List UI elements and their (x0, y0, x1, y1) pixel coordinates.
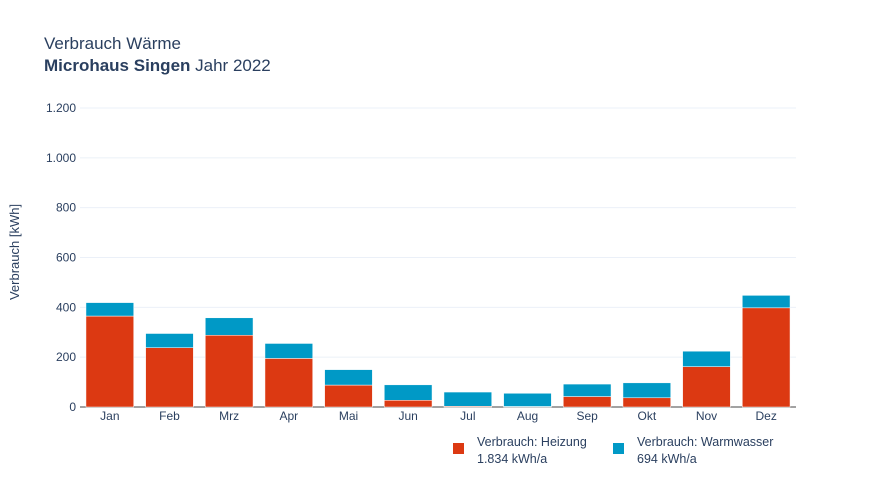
grid-lines (80, 107, 796, 408)
bar-warmwasser-feb[interactable] (145, 333, 194, 348)
x-tick-label: Feb (159, 409, 180, 423)
x-tick-label: Aug (517, 409, 538, 423)
y-tick-label: 600 (56, 251, 76, 265)
legend-swatch (453, 443, 464, 454)
bar-heizung-sep[interactable] (563, 396, 612, 408)
bar-warmwasser-jul[interactable] (443, 391, 492, 407)
y-tick-labels: 0 200 400 600 800 1.000 1.200 (46, 101, 76, 414)
bar-heizung-dez[interactable] (742, 307, 791, 408)
bar-warmwasser-jan[interactable] (85, 302, 134, 317)
chart-title-line2: Microhaus Singen Jahr 2022 (44, 55, 271, 77)
bar-warmwasser-aug[interactable] (503, 393, 552, 407)
bar-warmwasser-jun[interactable] (384, 384, 433, 401)
chart-title: Verbrauch Wärme Microhaus Singen Jahr 20… (44, 33, 271, 77)
x-tick-label: Nov (696, 409, 717, 423)
bar-warmwasser-sep[interactable] (563, 383, 612, 397)
bar-heizung-okt[interactable] (622, 397, 671, 408)
x-tick-label: Apr (279, 409, 298, 423)
legend-label: Verbrauch: Warmwasser (637, 435, 773, 449)
bar-heizung-nov[interactable] (682, 366, 731, 408)
legend-label: Verbrauch: Heizung (477, 435, 587, 449)
legend-sublabel: 1.834 kWh/a (477, 452, 547, 466)
bar-heizung-apr[interactable] (264, 358, 313, 408)
x-tick-label: Sep (576, 409, 598, 423)
y-tick-label: 1.200 (46, 101, 76, 115)
bar-warmwasser-mrz[interactable] (205, 317, 254, 336)
bar-heizung-mai[interactable] (324, 384, 373, 408)
x-tick-label: Jul (460, 409, 475, 423)
x-tick-label: Jun (398, 409, 417, 423)
bar-heizung-jan[interactable] (85, 315, 134, 408)
bars (85, 295, 791, 408)
y-axis-title: Verbrauch [kWh] (7, 204, 22, 300)
x-tick-label: Mai (339, 409, 358, 423)
y-tick-label: 1.000 (46, 151, 76, 165)
bar-heizung-jun[interactable] (384, 400, 433, 408)
bar-heizung-mrz[interactable] (205, 334, 254, 408)
bar-warmwasser-okt[interactable] (622, 382, 671, 399)
legend-item-heizung[interactable]: Verbrauch: Heizung 1.834 kWh/a (453, 435, 587, 466)
bar-warmwasser-dez[interactable] (742, 295, 791, 309)
y-tick-label: 400 (56, 300, 76, 314)
bar-warmwasser-mai[interactable] (324, 369, 373, 386)
legend-swatch (613, 443, 624, 454)
y-tick-label: 800 (56, 201, 76, 215)
x-tick-label: Dez (755, 409, 776, 423)
chart-title-building: Microhaus Singen (44, 56, 191, 75)
x-tick-labels: Jan Feb Mrz Apr Mai Jun Jul Aug Sep Okt Nov Dez (100, 409, 777, 423)
chart-title-line1: Verbrauch Wärme (44, 34, 181, 53)
legend-sublabel: 694 kWh/a (637, 452, 697, 466)
bar-warmwasser-nov[interactable] (682, 350, 731, 367)
y-tick-label: 200 (56, 350, 76, 364)
x-tick-label: Mrz (219, 409, 239, 423)
x-tick-label: Jan (100, 409, 119, 423)
bar-heizung-feb[interactable] (145, 347, 194, 408)
x-tick-label: Okt (637, 409, 656, 423)
legend-item-warmwasser[interactable]: Verbrauch: Warmwasser 694 kWh/a (613, 435, 773, 466)
bar-warmwasser-apr[interactable] (264, 343, 313, 359)
chart-title-year: Jahr 2022 (190, 56, 271, 75)
y-tick-label: 0 (69, 400, 76, 414)
